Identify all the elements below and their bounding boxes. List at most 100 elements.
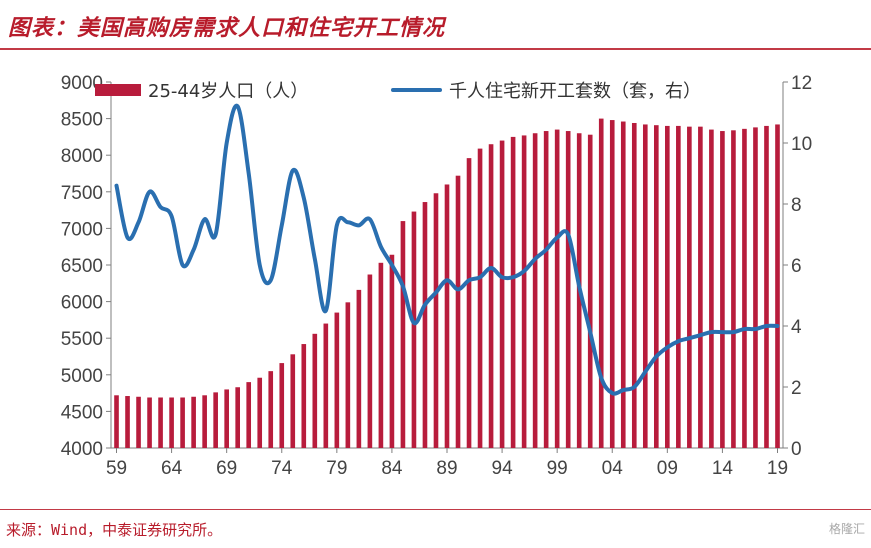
y-left-tick-label: 9000 bbox=[61, 73, 103, 94]
population-bar bbox=[279, 363, 285, 448]
population-bar bbox=[665, 125, 670, 449]
population-bar bbox=[510, 136, 516, 448]
x-tick-label: 59 bbox=[106, 458, 127, 479]
population-bar bbox=[731, 130, 736, 448]
x-tick-label: 14 bbox=[712, 458, 734, 479]
population-bar bbox=[356, 289, 362, 448]
population-bar bbox=[676, 125, 681, 449]
x-tick-label: 89 bbox=[436, 458, 457, 479]
y-right-tick-label: 4 bbox=[791, 317, 802, 338]
source-note: 来源：Wind，中泰证券研究所。 bbox=[6, 521, 223, 539]
y-left-tick-label: 6000 bbox=[61, 293, 103, 314]
chart-svg: 4000 4500 5000 5500 6000 6500 7000 7500 8000 8500… bbox=[61, 73, 812, 479]
line-series bbox=[114, 103, 780, 396]
y-right-tick-label: 8 bbox=[791, 195, 802, 216]
y-right-tick-label: 2 bbox=[791, 378, 802, 399]
legend-line-label: 千人住宅新开工套数（套，右） bbox=[449, 81, 701, 102]
chart-axes: 4000 4500 5000 5500 6000 6500 7000 7500 8000 8500… bbox=[61, 73, 812, 479]
y-right-tick-label: 0 bbox=[791, 439, 802, 460]
population-bar bbox=[444, 184, 450, 448]
population-bar bbox=[400, 221, 406, 448]
population-bar bbox=[631, 122, 637, 448]
population-bar bbox=[213, 392, 218, 448]
chart-title: 图表：美国高购房需求人口和住宅开工情况 bbox=[8, 15, 446, 41]
bar-series bbox=[114, 118, 780, 449]
title-rule bbox=[0, 48, 871, 50]
x-tick-label: 94 bbox=[492, 458, 514, 479]
x-tick-label: 19 bbox=[767, 458, 788, 479]
x-tick-label: 74 bbox=[271, 458, 293, 479]
population-bar bbox=[753, 127, 758, 448]
legend-bar-label: 25-44岁人口（人） bbox=[148, 81, 308, 102]
population-bar bbox=[257, 377, 263, 448]
population-bar bbox=[202, 395, 207, 448]
population-bar bbox=[775, 124, 780, 449]
population-bar bbox=[532, 133, 538, 448]
population-bar bbox=[587, 134, 593, 448]
legend-bar-swatch bbox=[95, 84, 141, 96]
population-bar bbox=[433, 193, 439, 448]
population-bar bbox=[698, 126, 703, 448]
population-bar bbox=[521, 135, 527, 448]
population-bar bbox=[543, 131, 549, 448]
population-bar bbox=[345, 302, 351, 448]
y-left-tick-label: 4500 bbox=[61, 402, 103, 423]
population-bar bbox=[114, 395, 119, 448]
population-bar bbox=[720, 131, 725, 448]
y-left-tick-label: 5500 bbox=[61, 329, 103, 350]
population-bar bbox=[554, 129, 560, 448]
population-bar bbox=[764, 125, 769, 449]
population-bar bbox=[565, 131, 571, 448]
y-left-tick-label: 4000 bbox=[61, 439, 103, 460]
y-left-tick-label: 7500 bbox=[61, 183, 103, 204]
population-bar bbox=[301, 344, 307, 448]
population-bar bbox=[598, 118, 604, 448]
population-bar bbox=[709, 129, 714, 448]
y-left-tick-label: 7000 bbox=[61, 219, 103, 240]
population-bar bbox=[334, 312, 340, 448]
population-bar bbox=[488, 144, 494, 448]
population-bar bbox=[125, 396, 130, 448]
y-left-tick-label: 8000 bbox=[61, 146, 103, 167]
population-bar bbox=[411, 211, 417, 448]
population-bar bbox=[136, 396, 141, 448]
population-bar bbox=[268, 371, 274, 448]
population-bar bbox=[169, 397, 174, 448]
population-bar bbox=[290, 354, 296, 448]
y-right-tick-label: 6 bbox=[791, 256, 802, 277]
population-bar bbox=[367, 274, 373, 448]
population-bar bbox=[378, 262, 384, 448]
population-bar bbox=[642, 124, 648, 449]
y-left-tick-label: 8500 bbox=[61, 110, 103, 131]
population-bar bbox=[158, 397, 163, 448]
chart-legend: 25-44岁人口（人） 千人住宅新开工套数（套，右） bbox=[95, 81, 701, 102]
y-right-tick-label: 12 bbox=[791, 73, 812, 94]
population-bar bbox=[147, 397, 152, 448]
population-bar bbox=[477, 148, 483, 448]
population-bar bbox=[224, 389, 229, 448]
population-bar bbox=[246, 382, 252, 448]
y-right-tick-label: 10 bbox=[791, 134, 812, 155]
population-bar bbox=[455, 175, 461, 449]
population-bar bbox=[191, 396, 196, 448]
population-bar bbox=[742, 128, 747, 448]
population-bar bbox=[620, 121, 626, 448]
population-bar bbox=[653, 125, 659, 449]
x-tick-label: 64 bbox=[161, 458, 183, 479]
population-bar bbox=[687, 126, 692, 448]
x-tick-label: 04 bbox=[602, 458, 624, 479]
x-tick-label: 09 bbox=[657, 458, 678, 479]
housing-starts-line bbox=[114, 103, 780, 396]
x-tick-label: 84 bbox=[381, 458, 403, 479]
population-bar bbox=[466, 158, 472, 448]
x-tick-label: 79 bbox=[326, 458, 347, 479]
population-bar bbox=[235, 387, 241, 448]
y-left-tick-label: 6500 bbox=[61, 256, 103, 277]
x-tick-label: 99 bbox=[547, 458, 568, 479]
population-bar bbox=[499, 140, 505, 448]
population-bar bbox=[422, 202, 428, 448]
watermark: 格隆汇 bbox=[828, 522, 865, 536]
population-bar bbox=[180, 397, 185, 448]
population-bar bbox=[389, 254, 395, 448]
footer-rule bbox=[0, 509, 871, 510]
